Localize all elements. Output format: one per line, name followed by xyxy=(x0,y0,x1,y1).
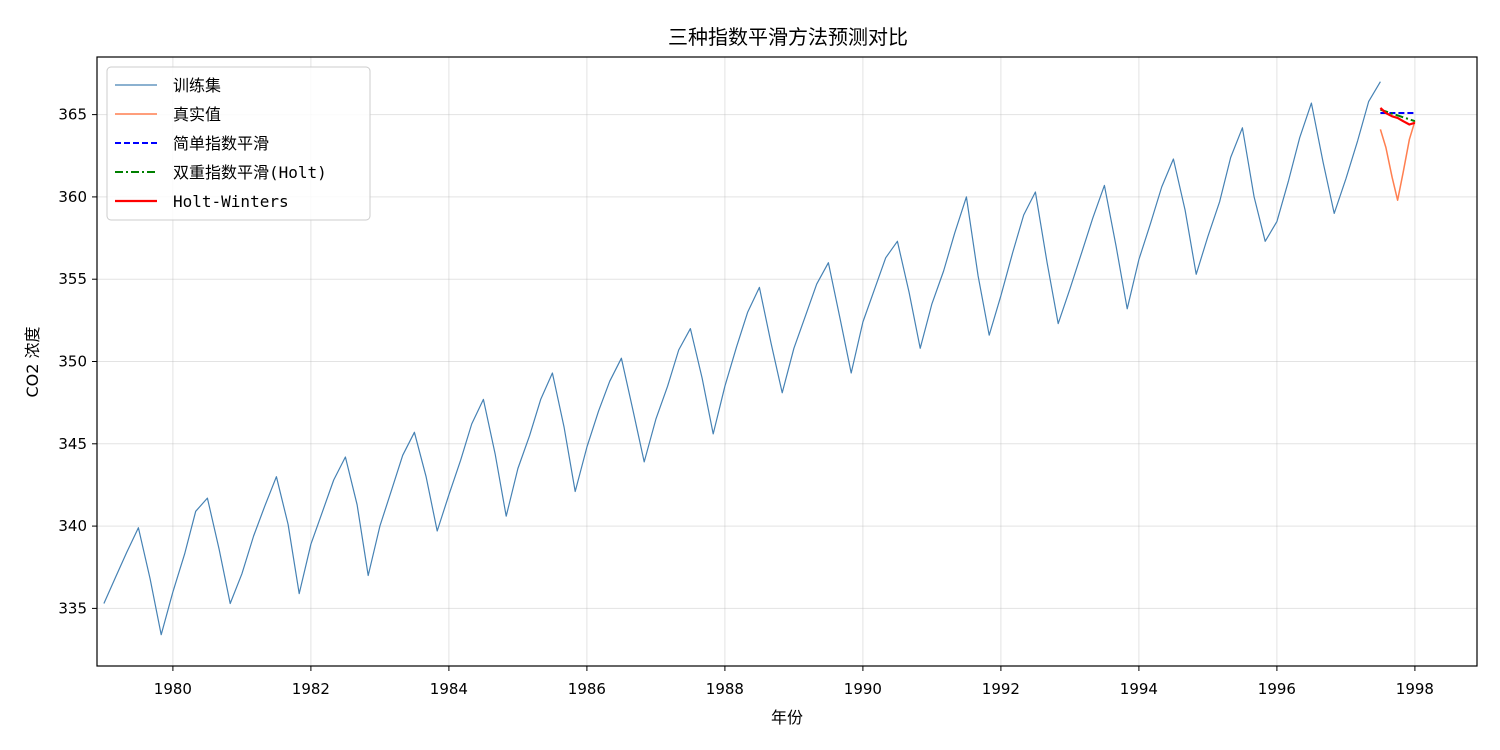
x-tick-label: 1990 xyxy=(844,680,882,698)
x-axis: 1980 1982 1984 1986 1988 1990 1992 1994 1996 1998 xyxy=(154,666,1434,698)
y-tick-label: 355 xyxy=(58,270,87,288)
x-tick-label: 1984 xyxy=(430,680,468,698)
y-tick-label: 365 xyxy=(58,106,87,124)
legend-label: 真实值 xyxy=(173,105,221,124)
plot-area xyxy=(103,81,1416,636)
series-line xyxy=(1379,107,1416,126)
y-tick-label: 345 xyxy=(58,435,87,453)
y-tick-label: 360 xyxy=(58,188,87,206)
x-tick-label: 1994 xyxy=(1120,680,1158,698)
series-line xyxy=(1380,108,1416,123)
x-tick-label: 1996 xyxy=(1258,680,1296,698)
y-axis: 335 340 345 350 355 360 365 xyxy=(58,106,97,617)
y-axis-label: CO2 浓度 xyxy=(23,326,42,397)
series-line xyxy=(103,81,1381,636)
legend-label: Holt-Winters xyxy=(173,192,289,211)
y-tick-label: 340 xyxy=(58,517,87,535)
x-tick-label: 1980 xyxy=(154,680,192,698)
x-tick-label: 1992 xyxy=(982,680,1020,698)
legend-label: 双重指数平滑(Holt) xyxy=(173,163,327,182)
x-tick-label: 1986 xyxy=(568,680,606,698)
x-tick-label: 1982 xyxy=(292,680,330,698)
x-tick-label: 1998 xyxy=(1396,680,1434,698)
y-tick-label: 335 xyxy=(58,599,87,617)
y-tick-label: 350 xyxy=(58,353,87,371)
legend-label: 训练集 xyxy=(173,76,221,95)
x-tick-label: 1988 xyxy=(706,680,744,698)
chart-title: 三种指数平滑方法预测对比 xyxy=(668,25,908,49)
legend-label: 简单指数平滑 xyxy=(173,134,269,153)
x-axis-label: 年份 xyxy=(771,708,803,727)
grid xyxy=(97,57,1477,666)
series-line xyxy=(1379,120,1416,201)
legend-box xyxy=(106,66,371,221)
